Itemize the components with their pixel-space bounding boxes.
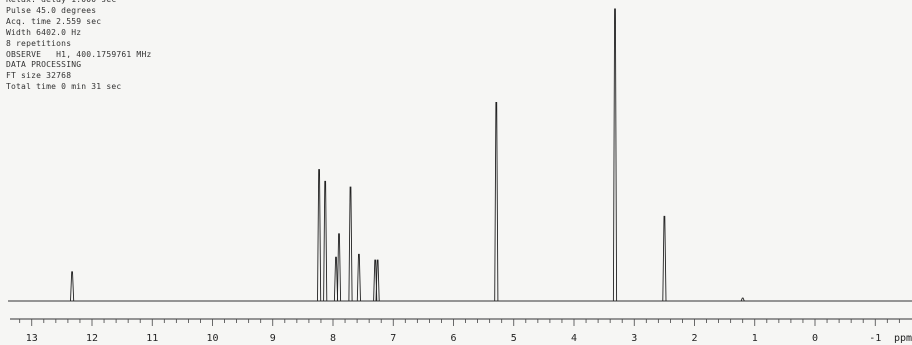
- spectrum-peak: [317, 169, 322, 302]
- spectrum-peak: [612, 8, 618, 302]
- tick-label: 1: [752, 333, 758, 344]
- tick-label: 8: [330, 333, 336, 344]
- ppm-axis: 13 12 11 10 9 8 7 6 5 4 3 2 1 0 -1 ppm: [10, 318, 912, 344]
- tick-label: -1: [869, 333, 881, 344]
- spectrum-peak: [494, 101, 499, 302]
- tick-label: 12: [86, 333, 98, 344]
- tick-label: 5: [511, 333, 517, 344]
- parameter-line: Acq. time 2.559 sec: [6, 16, 102, 26]
- parameter-line: Width 6402.0 Hz: [6, 27, 82, 37]
- spectrum-peak: [740, 297, 745, 302]
- parameter-line: Total time 0 min 31 sec: [6, 82, 122, 92]
- tick-label: 10: [206, 333, 218, 344]
- spectrum-peak: [333, 256, 339, 302]
- tick-label: 0: [812, 333, 818, 344]
- spectrum-peak: [348, 186, 353, 302]
- parameter-line: FT size 32768: [6, 71, 72, 81]
- spectrum-peak: [70, 271, 75, 302]
- spectrum-peak: [323, 180, 328, 302]
- tick-label: 6: [450, 333, 456, 344]
- tick-label: 9: [270, 333, 276, 344]
- tick-label: 4: [571, 333, 577, 344]
- parameter-line: 8 repetitions: [6, 38, 72, 48]
- spectrum-peak: [662, 215, 667, 302]
- parameter-line: Pulse 45.0 degrees: [6, 5, 97, 15]
- tick-label: 3: [631, 333, 637, 344]
- parameter-line: Relax. delay 1.000 sec: [6, 0, 151, 6]
- tick-label: 2: [691, 333, 697, 344]
- spectrum-trace: [8, 8, 912, 302]
- spectrum-peak: [356, 253, 361, 302]
- tick-label: 7: [390, 333, 396, 344]
- tick-label: 11: [146, 333, 158, 344]
- spectrum-peak: [336, 233, 342, 302]
- acquisition-parameters: Relax. delay 1.000 secPulse 45.0 degrees…: [6, 0, 151, 93]
- parameter-line: OBSERVE H1, 400.1759761 MHz: [6, 49, 152, 59]
- x-axis-unit-label: ppm: [894, 333, 912, 344]
- spectrum-peak: [375, 259, 380, 302]
- parameter-line: DATA PROCESSING: [6, 60, 82, 70]
- tick-label: 13: [26, 333, 38, 344]
